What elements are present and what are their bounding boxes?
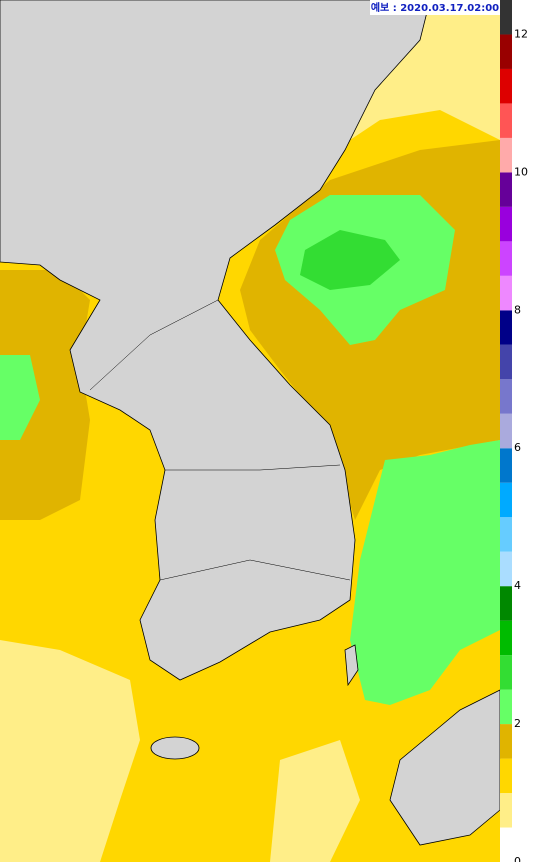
colorbar-segment <box>500 241 512 276</box>
sea-green <box>350 440 500 705</box>
colorbar-segment <box>500 448 512 483</box>
colorbar-segment <box>500 103 512 138</box>
colorbar-segment <box>500 482 512 518</box>
colorbar-segment <box>500 758 512 794</box>
colorbar-segment <box>500 68 512 104</box>
colorbar-tick-label: 10 <box>514 165 528 178</box>
sea-green-dark <box>300 230 400 290</box>
colorbar-tick-label: 4 <box>514 579 521 592</box>
colorbar-segment <box>500 379 512 414</box>
sea-light <box>270 740 360 862</box>
colorbar-segment <box>500 137 512 173</box>
colorbar-segment <box>500 724 512 759</box>
colorbar-segment <box>500 517 512 552</box>
land <box>0 0 431 681</box>
border <box>89 299 351 581</box>
colorbar-segment <box>500 206 512 242</box>
colorbar-tick-label: 6 <box>514 441 521 454</box>
island <box>344 644 359 687</box>
colorbar-tick-label: 12 <box>514 27 528 40</box>
colorbar-segment <box>500 689 512 725</box>
colorbar-tick-label: 8 <box>514 303 521 316</box>
land <box>389 689 501 846</box>
colorbar-segment <box>500 655 512 690</box>
colorbar-segment <box>500 793 512 828</box>
colorbar-segment <box>500 172 512 207</box>
sea-green <box>0 355 40 440</box>
title: 예보 : 2020.03.17.02:00 <box>371 1 499 14</box>
colorbar-segment <box>500 586 512 621</box>
colorbar-segment <box>500 34 512 69</box>
colorbar-tick-label: 2 <box>514 717 521 730</box>
colorbar-segment <box>500 344 512 380</box>
island <box>150 736 200 760</box>
sea-dark <box>0 270 90 520</box>
colorbar-segment <box>500 275 512 311</box>
sea-light <box>0 640 140 862</box>
colorbar-tick-label: 0 <box>514 855 521 862</box>
colorbar-segment <box>500 827 512 862</box>
colorbar-segment <box>500 0 512 35</box>
title-box <box>370 0 500 15</box>
colorbar-segment <box>500 620 512 656</box>
map-area <box>0 0 501 862</box>
colorbar-segment <box>500 551 512 587</box>
colorbar-segment <box>500 310 512 345</box>
colorbar-segment <box>500 413 512 449</box>
